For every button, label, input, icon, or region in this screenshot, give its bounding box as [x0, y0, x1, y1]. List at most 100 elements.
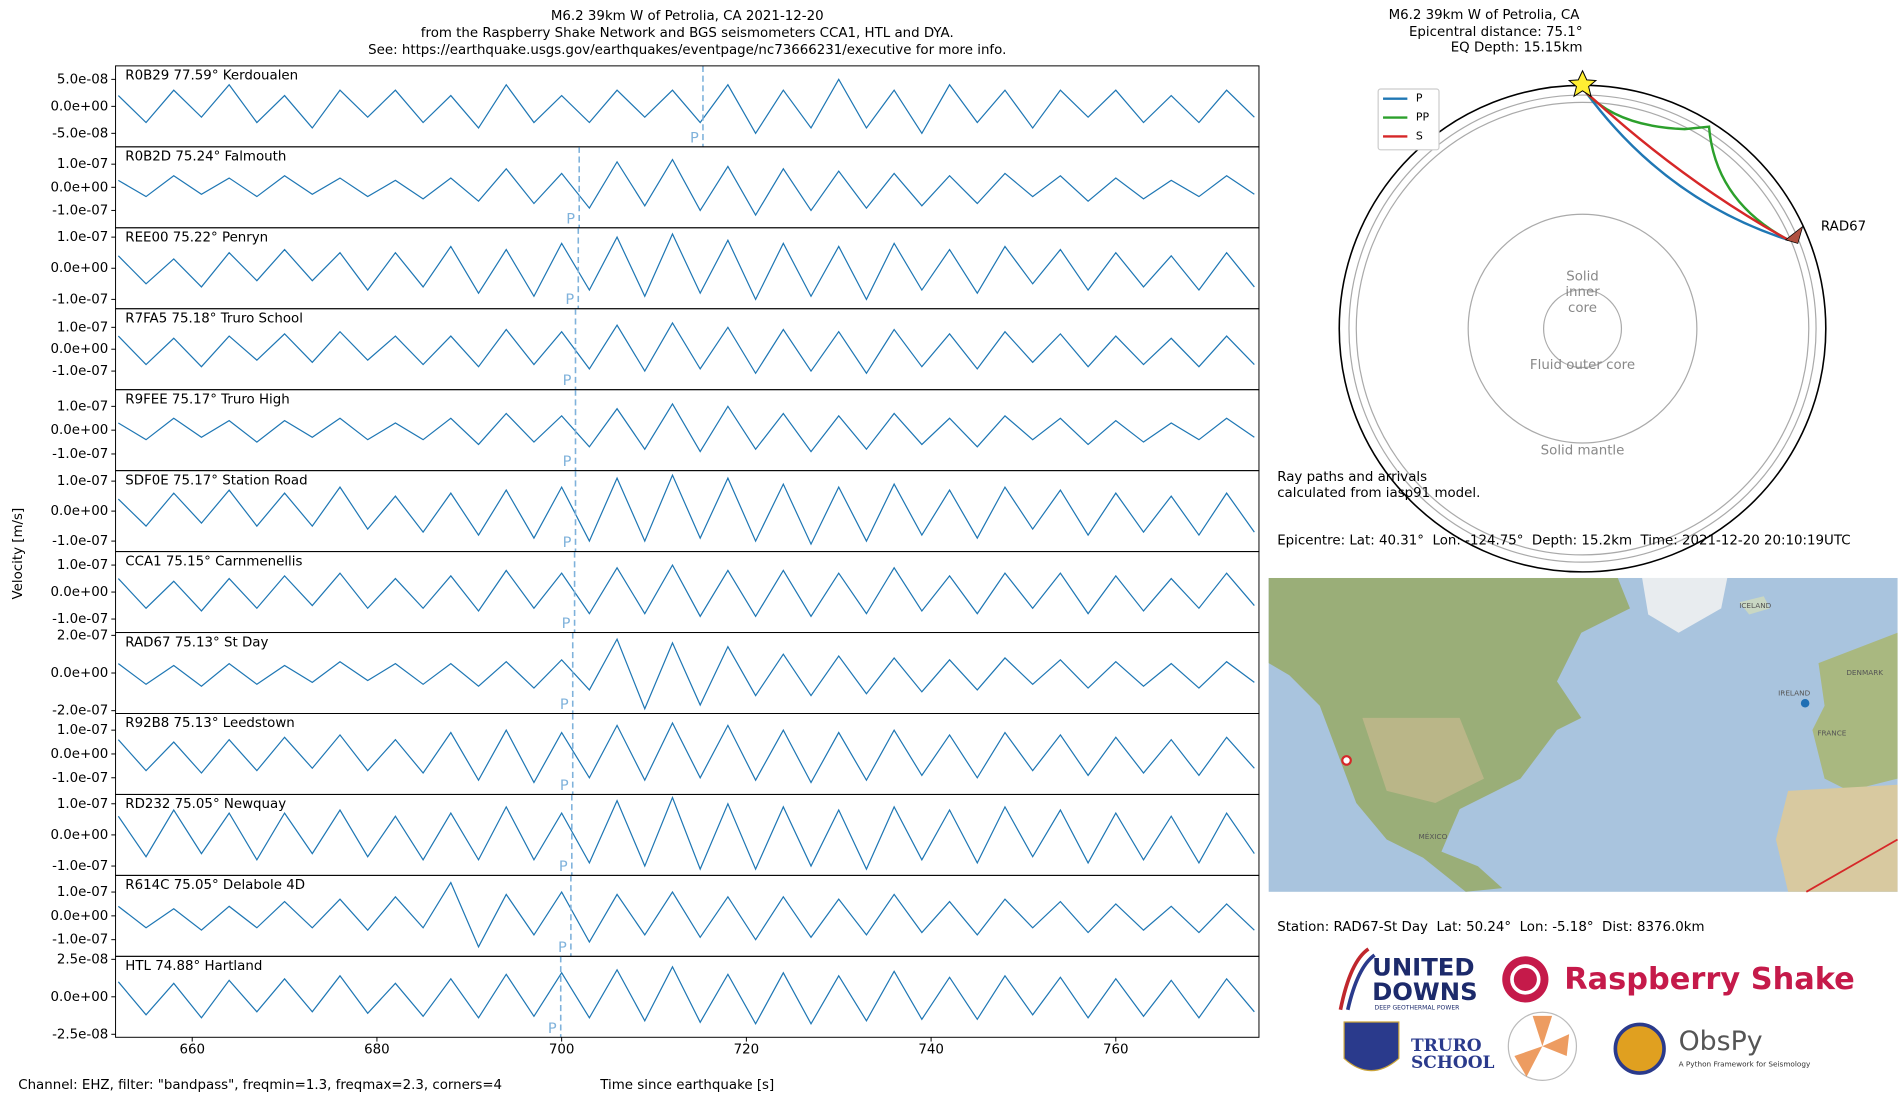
- y-tick-label: -1.0e-07: [52, 859, 108, 874]
- y-tick-label: 0.0e+00: [51, 423, 109, 438]
- map-label: ICELAND: [1739, 601, 1771, 610]
- panel-title: R92B8 75.13° Leedstown: [125, 716, 294, 731]
- greenland: [1642, 577, 1728, 633]
- arrival-label: P: [563, 372, 572, 389]
- station-marker: [1784, 225, 1804, 244]
- ray-title: EQ Depth: 15.15km: [1451, 41, 1583, 56]
- panel: P SDF0E 75.17° Station Road 1.0e-07 0.0e+00…: [51, 470, 1260, 553]
- map-label: MÉXICO: [1418, 832, 1447, 841]
- logo-mark: [1338, 947, 1370, 1011]
- logo-mark: [1613, 1022, 1666, 1075]
- y-tick-label: 1.0e-07: [57, 157, 108, 172]
- europe: [1812, 632, 1898, 791]
- note: Ray paths and arrivals: [1277, 470, 1427, 485]
- y-tick-label: 0.0e+00: [51, 504, 109, 519]
- y-tick-label: -5.0e-08: [52, 126, 108, 141]
- panel-title: SDF0E 75.17° Station Road: [125, 473, 307, 488]
- x-tick-label: 660: [179, 1042, 205, 1057]
- logo-mark: [1345, 953, 1376, 1011]
- title-line: from the Raspberry Shake Network and BGS…: [421, 26, 954, 41]
- waveform: [117, 965, 1255, 1026]
- logo-text: ObsPy: [1679, 1026, 1763, 1057]
- panel: P RD232 75.05° Newquay 1.0e-07 0.0e+00 -1.0e…: [51, 793, 1260, 876]
- waveform: [118, 402, 1255, 453]
- note: calculated from iasp91 model.: [1277, 486, 1480, 501]
- ray-path: [1585, 91, 1789, 241]
- title-line: M6.2 39km W of Petrolia, CA 2021-12-20: [551, 9, 824, 24]
- panel: P R614C 75.05° Delabole 4D 1.0e-07 0.0e+00 -…: [51, 874, 1260, 957]
- land-shade: [1362, 717, 1484, 804]
- epicentre-star: [1567, 69, 1598, 98]
- plot-area: [117, 321, 1255, 375]
- panel: P R7FA5 75.18° Truro School 1.0e-07 0.0e+00…: [51, 308, 1260, 391]
- panel-title: R7FA5 75.18° Truro School: [125, 311, 303, 326]
- x-tick-label: 720: [734, 1042, 760, 1057]
- y-tick-label: 0.0e+00: [51, 99, 109, 114]
- panel: P CCA1 75.15° Carnmenellis 1.0e-07 0.0e+00 -…: [51, 551, 1260, 634]
- y-tick-label: 0.0e+00: [51, 180, 109, 195]
- panel: P R92B8 75.13° Leedstown 1.0e-07 0.0e+00 -1.…: [51, 712, 1260, 795]
- y-tick-label: 0.0e+00: [51, 747, 109, 762]
- y-tick-label: 1.0e-07: [57, 230, 108, 245]
- arrival-label: P: [559, 858, 568, 875]
- plot-area: [117, 563, 1255, 618]
- layer: [1348, 94, 1817, 563]
- map-label: DENMARK: [1846, 668, 1883, 677]
- y-tick-label: -1.0e-07: [52, 364, 108, 379]
- y-tick-label: 0.0e+00: [51, 666, 109, 681]
- logo-mark: [1514, 1015, 1570, 1077]
- waveform: [117, 637, 1255, 711]
- logo-text: DOWNS: [1372, 977, 1478, 1006]
- arrival-label: P: [560, 696, 569, 713]
- plot-area: [117, 637, 1255, 711]
- great-circle: [1805, 838, 1899, 893]
- waveform: [117, 78, 1255, 135]
- y-tick-label: -1.0e-07: [52, 447, 108, 462]
- y-tick-label: 0.0e+00: [51, 342, 109, 357]
- logo-mark: [1510, 964, 1541, 995]
- legend-label: S: [1416, 129, 1423, 142]
- x-tick-label: 680: [364, 1042, 390, 1057]
- panel: P R9FEE 75.17° Truro High 1.0e-07 0.0e+00 -1…: [51, 389, 1260, 472]
- logo-mark: [1502, 956, 1549, 1003]
- panel-title: CCA1 75.15° Carnmenellis: [125, 554, 302, 569]
- logos: UNITED DOWNS DEEP GEOTHERMAL POWER Raspb…: [1338, 947, 1855, 1081]
- panel: P R0B2D 75.24° Falmouth 1.0e-07 0.0e+00 -1.0…: [51, 146, 1260, 229]
- waveform: [118, 158, 1255, 217]
- outer-core: [1467, 213, 1698, 444]
- panel: P HTL 74.88° Hartland 2.5e-08 0.0e+00 -2.5e-…: [51, 952, 1260, 1057]
- y-tick-label: 1.0e-07: [57, 558, 108, 573]
- x-tick-label: 700: [549, 1042, 575, 1057]
- legend-label: PP: [1416, 111, 1430, 124]
- y-tick-label: 0.0e+00: [51, 828, 109, 843]
- arrival-label: P: [560, 777, 569, 794]
- y-tick-label: 0.0e+00: [51, 909, 109, 924]
- y-tick-label: 5.0e-08: [57, 72, 108, 87]
- y-tick-label: 0.0e+00: [51, 585, 109, 600]
- waveform: [117, 795, 1255, 871]
- arrival-label: P: [563, 453, 572, 470]
- arrival-label: P: [563, 534, 572, 551]
- arrival-label: P: [562, 615, 571, 632]
- arrival-label: P: [565, 291, 574, 308]
- epicentre-marker: [1341, 755, 1352, 766]
- layer: [1355, 101, 1810, 556]
- y-tick-label: -1.0e-07: [52, 292, 108, 307]
- y-tick-label: -1.0e-07: [52, 203, 108, 218]
- y-tick-label: 1.0e-07: [57, 723, 108, 738]
- panels: P R0B29 77.59° Kerdoualen 5.0e-08 0.0e+00 -5…: [51, 65, 1260, 1057]
- plot-area: [117, 795, 1255, 871]
- y-tick-label: -1.0e-07: [52, 771, 108, 786]
- x-axis-label: Time since earthquake [s]: [599, 1078, 774, 1093]
- plot-area: [117, 78, 1255, 135]
- core-label: core: [1568, 301, 1597, 316]
- panel-title: RAD67 75.13° St Day: [125, 635, 268, 650]
- logo-text: Raspberry Shake: [1564, 962, 1855, 997]
- mantle-label: Solid mantle: [1541, 443, 1625, 458]
- y-tick-label: 2.5e-08: [57, 952, 108, 967]
- station-info: Station: RAD67-St Day Lat: 50.24° Lon: -…: [1277, 920, 1704, 935]
- logo-mark: [1343, 1021, 1400, 1072]
- plot-area: [117, 965, 1255, 1026]
